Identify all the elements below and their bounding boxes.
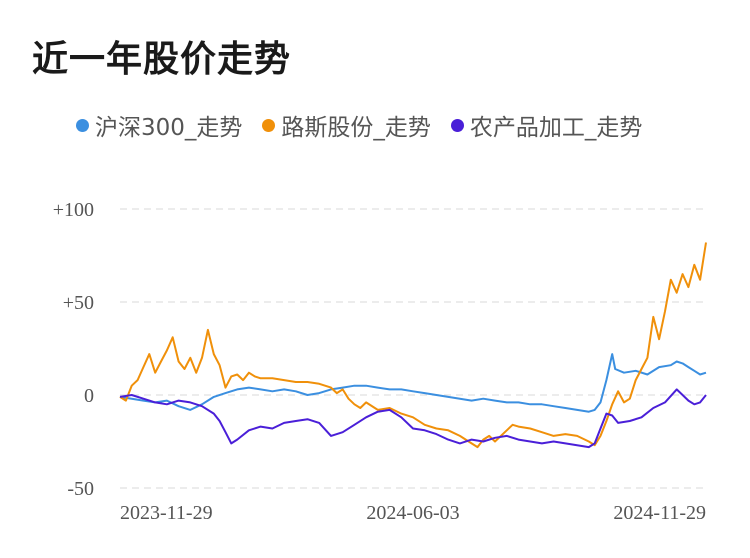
legend-dot-hs300 [76, 118, 89, 132]
series-line-0 [119, 353, 707, 413]
legend-label-agri: 农产品加工_走势 [469, 115, 643, 141]
series-line-2 [119, 388, 707, 449]
series-line-1 [119, 242, 707, 449]
y-tick-label-0: +100 [53, 199, 94, 221]
y-tick-label-3: -50 [67, 478, 94, 500]
legend-label-hs300: 沪深300_走势 [95, 115, 243, 141]
y-axis: +100 +50 0 -50 [53, 199, 94, 500]
y-tick-label-1: +50 [63, 292, 94, 314]
x-axis: 2023-11-29 2024-06-03 2024-11-29 [120, 502, 706, 524]
chart-title: 近一年股价走势 [32, 39, 292, 80]
x-tick-label-1: 2024-06-03 [366, 502, 459, 524]
x-tick-label-0: 2023-11-29 [120, 502, 213, 524]
legend-item-hs300[interactable]: 沪深300_走势 [76, 108, 242, 142]
legend-item-agri[interactable]: 农产品加工_走势 [450, 108, 643, 142]
legend: 沪深300_走势 路斯股份_走势 农产品加工_走势 [76, 108, 662, 142]
legend-dot-agri [450, 118, 464, 132]
legend-label-lusi: 路斯股份_走势 [281, 115, 431, 141]
legend-dot-lusi [262, 118, 276, 132]
legend-item-lusi[interactable]: 路斯股份_走势 [262, 108, 431, 142]
series-lines [119, 242, 707, 449]
x-tick-label-2: 2024-11-29 [613, 502, 706, 524]
grid [120, 208, 706, 489]
y-tick-label-2: 0 [84, 385, 94, 407]
